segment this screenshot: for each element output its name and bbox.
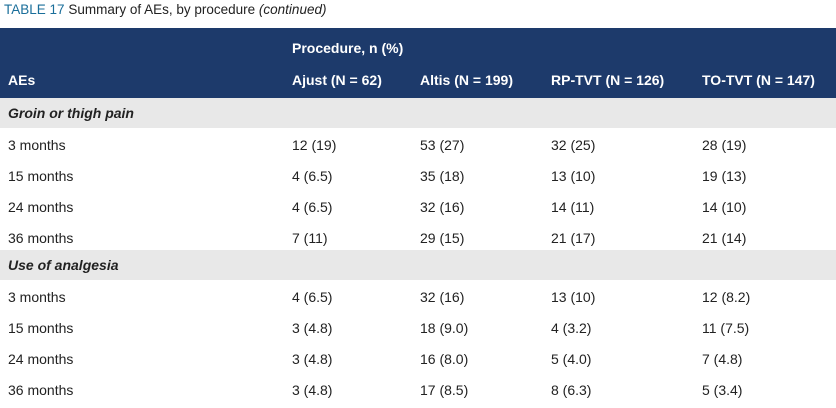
row-label: 24 months xyxy=(8,351,74,367)
caption-text: Summary of AEs, by procedure xyxy=(68,2,256,17)
table-cell: 3 (4.8) xyxy=(292,351,333,367)
table-cell: 13 (10) xyxy=(551,289,596,305)
table-cell: 18 (9.0) xyxy=(420,320,469,336)
table-cell: 14 (10) xyxy=(702,199,747,215)
section-band xyxy=(0,98,836,128)
table-cell: 32 (16) xyxy=(420,289,465,305)
table-cell: 53 (27) xyxy=(420,137,465,153)
table-cell: 11 (7.5) xyxy=(702,320,750,336)
table-cell: 7 (11) xyxy=(292,230,328,246)
table-cell: 4 (6.5) xyxy=(292,289,333,305)
row-label: 3 months xyxy=(8,289,66,305)
table-cell: 4 (3.2) xyxy=(551,320,592,336)
row-label: 15 months xyxy=(8,320,74,336)
row-label: 36 months xyxy=(8,230,74,246)
section-title: Groin or thigh pain xyxy=(8,105,134,121)
caption: TABLE 17 Summary of AEs, by procedure (c… xyxy=(4,2,326,17)
table-cell: 16 (8.0) xyxy=(420,351,469,367)
row-label: 3 months xyxy=(8,137,66,153)
caption-note: (continued) xyxy=(258,2,327,17)
table-cell: 4 (6.5) xyxy=(292,168,333,184)
table-cell: 17 (8.5) xyxy=(420,382,469,398)
section-title: Use of analgesia xyxy=(8,257,119,273)
table-cell: 3 (4.8) xyxy=(292,382,333,398)
row-label: 24 months xyxy=(8,199,74,215)
table-cell: 14 (11) xyxy=(551,199,595,215)
column-header: TO-TVT (N = 147) xyxy=(702,72,815,88)
table-cell: 3 (4.8) xyxy=(292,320,333,336)
table-cell: 21 (14) xyxy=(702,230,747,246)
table-cell: 21 (17) xyxy=(551,230,596,246)
table-cell: 32 (25) xyxy=(551,137,596,153)
table-cell: 29 (15) xyxy=(420,230,465,246)
caption-label: TABLE 17 xyxy=(4,2,65,17)
column-header: Ajust (N = 62) xyxy=(292,72,382,88)
table-cell: 28 (19) xyxy=(702,137,747,153)
table-cell: 8 (6.3) xyxy=(551,382,592,398)
row-label: 15 months xyxy=(8,168,74,184)
table-cell: 4 (6.5) xyxy=(292,199,333,215)
table-cell: 12 (19) xyxy=(292,137,337,153)
table-cell: 32 (16) xyxy=(420,199,465,215)
table-cell: 13 (10) xyxy=(551,168,596,184)
table-cell: 35 (18) xyxy=(420,168,465,184)
column-header: AEs xyxy=(8,72,36,88)
column-header: Altis (N = 199) xyxy=(420,72,513,88)
table-cell: 5 (3.4) xyxy=(702,382,743,398)
section-band xyxy=(0,250,836,280)
column-header: RP-TVT (N = 126) xyxy=(551,72,665,88)
spanner: Procedure, n (%) xyxy=(292,40,404,56)
table-cell: 7 (4.8) xyxy=(702,351,743,367)
header-band xyxy=(0,28,836,98)
table-cell: 19 (13) xyxy=(702,168,747,184)
row-label: 36 months xyxy=(8,382,74,398)
table-cell: 12 (8.2) xyxy=(702,289,751,305)
table-cell: 5 (4.0) xyxy=(551,351,592,367)
